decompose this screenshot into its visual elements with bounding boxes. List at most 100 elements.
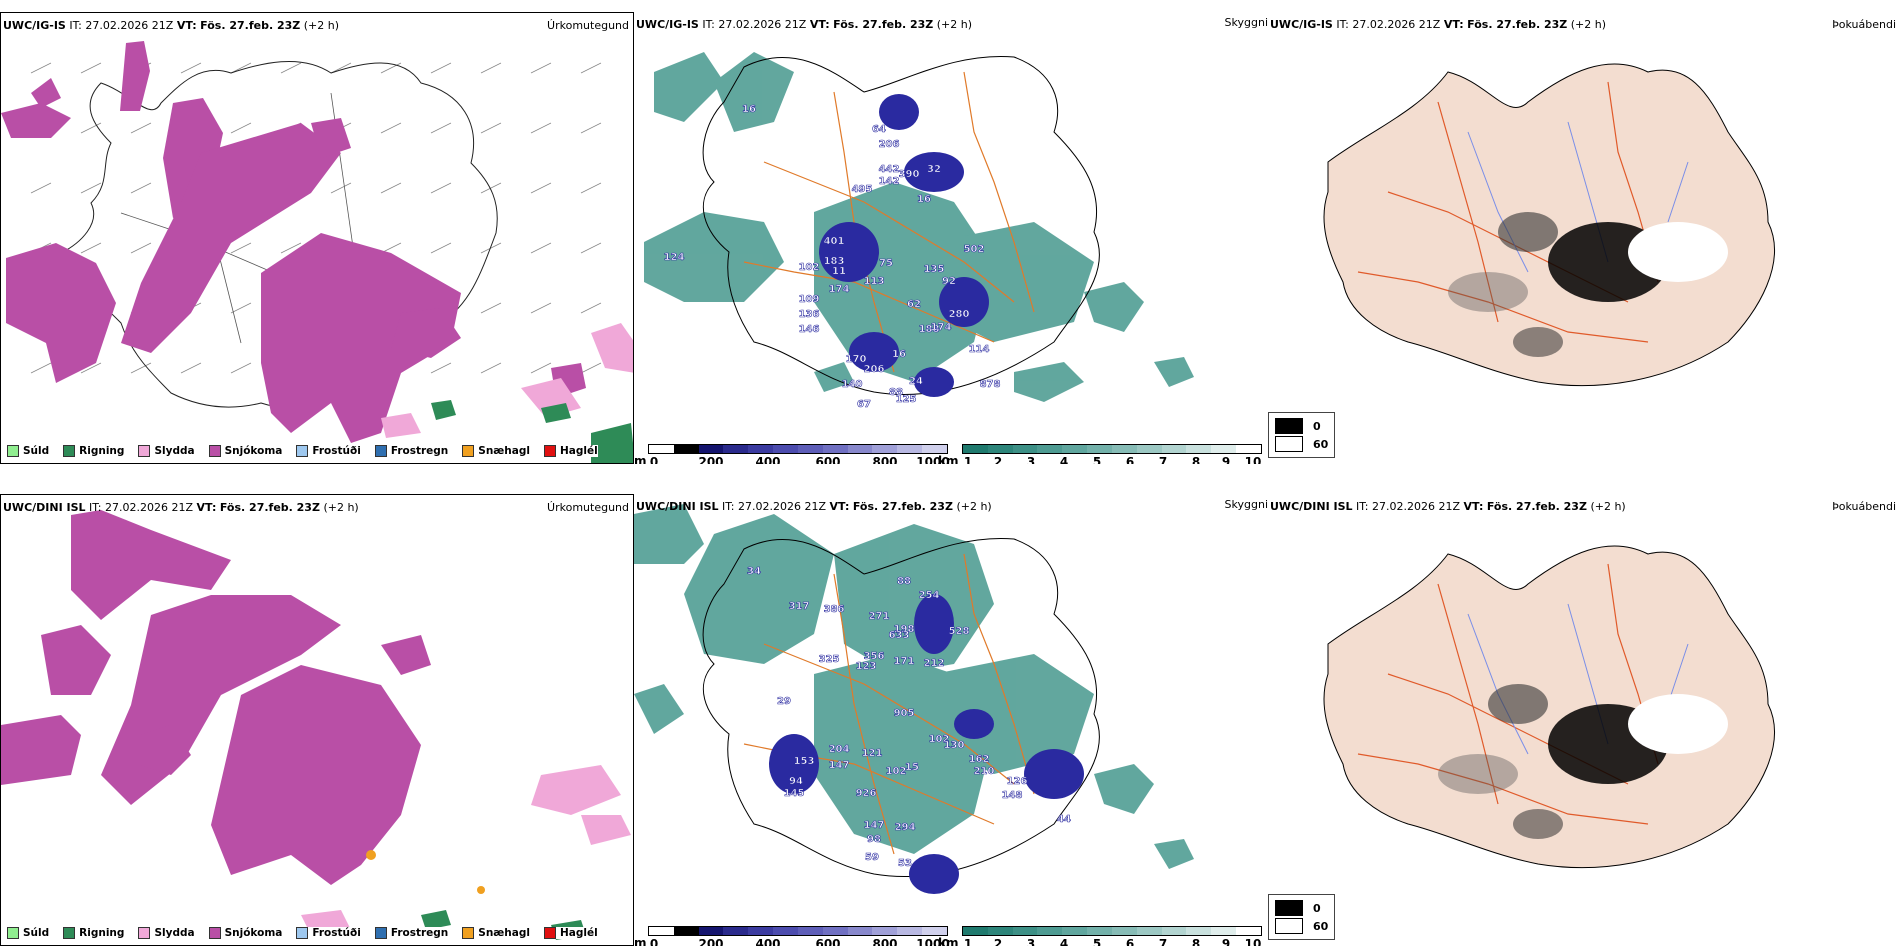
cloud-base-value: 212: [924, 658, 945, 669]
colorbar-unit: km: [938, 454, 959, 464]
cloud-base-value: 280: [949, 309, 970, 320]
colorbar-ticks: 0 200 400 600 800 1000: [649, 455, 950, 464]
visibility-areas: [644, 52, 1194, 402]
legend-item: Haglél: [543, 927, 598, 939]
panel-title: Þokuábendi: [1832, 18, 1896, 31]
colorbar-swatches: [648, 444, 948, 454]
cloud-base-value: 198: [894, 624, 915, 635]
cloud-base-value: 92: [942, 276, 956, 287]
panel-title: Úrkomutegund: [547, 19, 629, 32]
cloud-base-value: 121: [862, 748, 883, 759]
legend-item: Frostúði: [296, 445, 361, 457]
precip-type-panel-top: UWC/IG-IS IT: 27.02.2026 21Z VT: Fös. 27…: [0, 12, 634, 464]
fog-panel-bottom: UWC/DINI ISL IT: 27.02.2026 21Z VT: Fös.…: [1268, 494, 1900, 946]
cloud-base-value: 102: [886, 766, 907, 777]
cloud-base-value: 53: [898, 858, 912, 869]
fog-shading: [1448, 212, 1728, 357]
panel-title: Skyggni: [1224, 498, 1268, 511]
colorbar-ticks: 1 2 3 4 5 6 7 8 9 10: [963, 937, 1262, 946]
panel-header: UWC/DINI ISL IT: 27.02.2026 21Z VT: Fös.…: [636, 500, 992, 513]
cloud-base-value: 109: [799, 294, 820, 305]
cloud-base-value: 294: [895, 822, 916, 833]
fog-map: [1323, 63, 1775, 387]
panel-header: UWC/DINI ISL IT: 27.02.2026 21Z VT: Fös.…: [3, 501, 359, 514]
cloud-base-value: 147: [829, 760, 850, 771]
fog-legend: 0 60: [1268, 412, 1336, 458]
legend-item: Súld: [7, 445, 49, 457]
cloud-base-value: 142: [879, 176, 900, 187]
cloud-base-value: 59: [865, 852, 879, 863]
cloud-base-value: 174: [829, 284, 850, 295]
legend-item: Snæhagl: [462, 927, 530, 939]
legend-item: Haglél: [543, 445, 598, 457]
cloud-base-value: 170: [846, 354, 867, 365]
cloud-base-value: 442: [879, 164, 900, 175]
cloud-base-value: 130: [944, 740, 965, 751]
cloud-base-value: 44: [1057, 814, 1071, 825]
cloud-base-value: 528: [949, 626, 970, 637]
cloud-base-value: 102: [929, 734, 950, 745]
legend-item: Snæhagl: [462, 445, 530, 457]
legend-item: Frostúði: [296, 927, 361, 939]
coast-and-roads: [702, 55, 1100, 395]
cloud-base-value: 271: [869, 611, 890, 622]
snow-areas: [1, 41, 586, 443]
colorbar-ticks: 1 2 3 4 5 6 7 8 9 10: [963, 455, 1262, 464]
cloud-base-value: 113: [864, 276, 885, 287]
visibility-areas: [634, 504, 1194, 869]
cloud-visibility-panel-top: UWC/IG-IS IT: 27.02.2026 21Z VT: Fös. 27…: [634, 12, 1268, 464]
snow-areas: [1, 510, 431, 885]
panel-title: Þokuábendi: [1832, 500, 1896, 513]
colorbar-swatches: [962, 444, 1262, 454]
cloud-base-value: 32: [927, 164, 941, 175]
panel-header: UWC/DINI ISL IT: 27.02.2026 21Z VT: Fös.…: [1270, 500, 1626, 513]
cloud-base-value: 317: [789, 601, 810, 612]
visibility-colorbar: km 1 2 3 4 5 6 7 8 9 10: [938, 926, 1262, 946]
cloud-base-value: 210: [974, 766, 995, 777]
colorbar-swatches: [962, 926, 1262, 936]
cloud-base-value: 114: [969, 344, 990, 355]
cloud-base-value: 878: [980, 379, 1001, 390]
cloud-base-value: 125: [896, 394, 917, 405]
panel-header: UWC/IG-IS IT: 27.02.2026 21Z VT: Fös. 27…: [636, 18, 973, 31]
cloud-base-value: 15: [905, 762, 919, 773]
cloud-base-value: 146: [799, 324, 820, 335]
cloud-base-value: 254: [919, 590, 940, 601]
cloud-base-value: 386: [824, 604, 845, 615]
cloud-base-value: 11: [832, 266, 846, 277]
cloud-base-value: 24: [909, 376, 923, 387]
legend-item: Súld: [7, 927, 49, 939]
colorbar-unit: m: [634, 936, 647, 946]
cloud-base-value: 153: [794, 756, 815, 767]
cloud-base-value: 34: [747, 566, 761, 577]
cloud-base-value: 98: [867, 834, 881, 845]
cloud-base-value: 126: [1007, 776, 1028, 787]
colorbar-swatches: [648, 926, 948, 936]
cloud-base-colorbar: m 0 200 400 600 800 1000: [634, 926, 950, 946]
cloud-base-value: 136: [799, 309, 820, 320]
legend-item: Slydda: [138, 927, 195, 939]
precip-type-panel-bottom: UWC/DINI ISL IT: 27.02.2026 21Z VT: Fös.…: [0, 494, 634, 946]
legend-item: Frostregn: [374, 445, 448, 457]
legend-item: Snjókoma: [208, 927, 282, 939]
legend-item: Snjókoma: [208, 445, 282, 457]
cloud-base-value: 502: [964, 244, 985, 255]
precip-legend: Súld Rigning Slydda Snjókoma Frostúði Fr…: [7, 927, 598, 939]
cloud-base-value: 94: [789, 776, 803, 787]
cloud-base-value: 88: [889, 387, 903, 398]
cloud-base-value: 123: [856, 661, 877, 672]
legend-item: Frostregn: [374, 927, 448, 939]
cloud-base-value: 206: [864, 364, 885, 375]
legend-item: Rigning: [63, 927, 124, 939]
cloud-base-value: 325: [819, 654, 840, 665]
fog-legend: 0 60: [1268, 894, 1336, 940]
colorbar-unit: m: [634, 454, 647, 464]
rain-areas: [431, 400, 633, 463]
cloud-base-colorbar: m 0 200 400 600 800 1000: [634, 444, 950, 464]
cloud-base-value: 183: [824, 256, 845, 267]
coast-and-roads: [702, 537, 1100, 877]
cloud-base-value: 926: [856, 788, 877, 799]
colorbar-ticks: 0 200 400 600 800 1000: [649, 937, 950, 946]
